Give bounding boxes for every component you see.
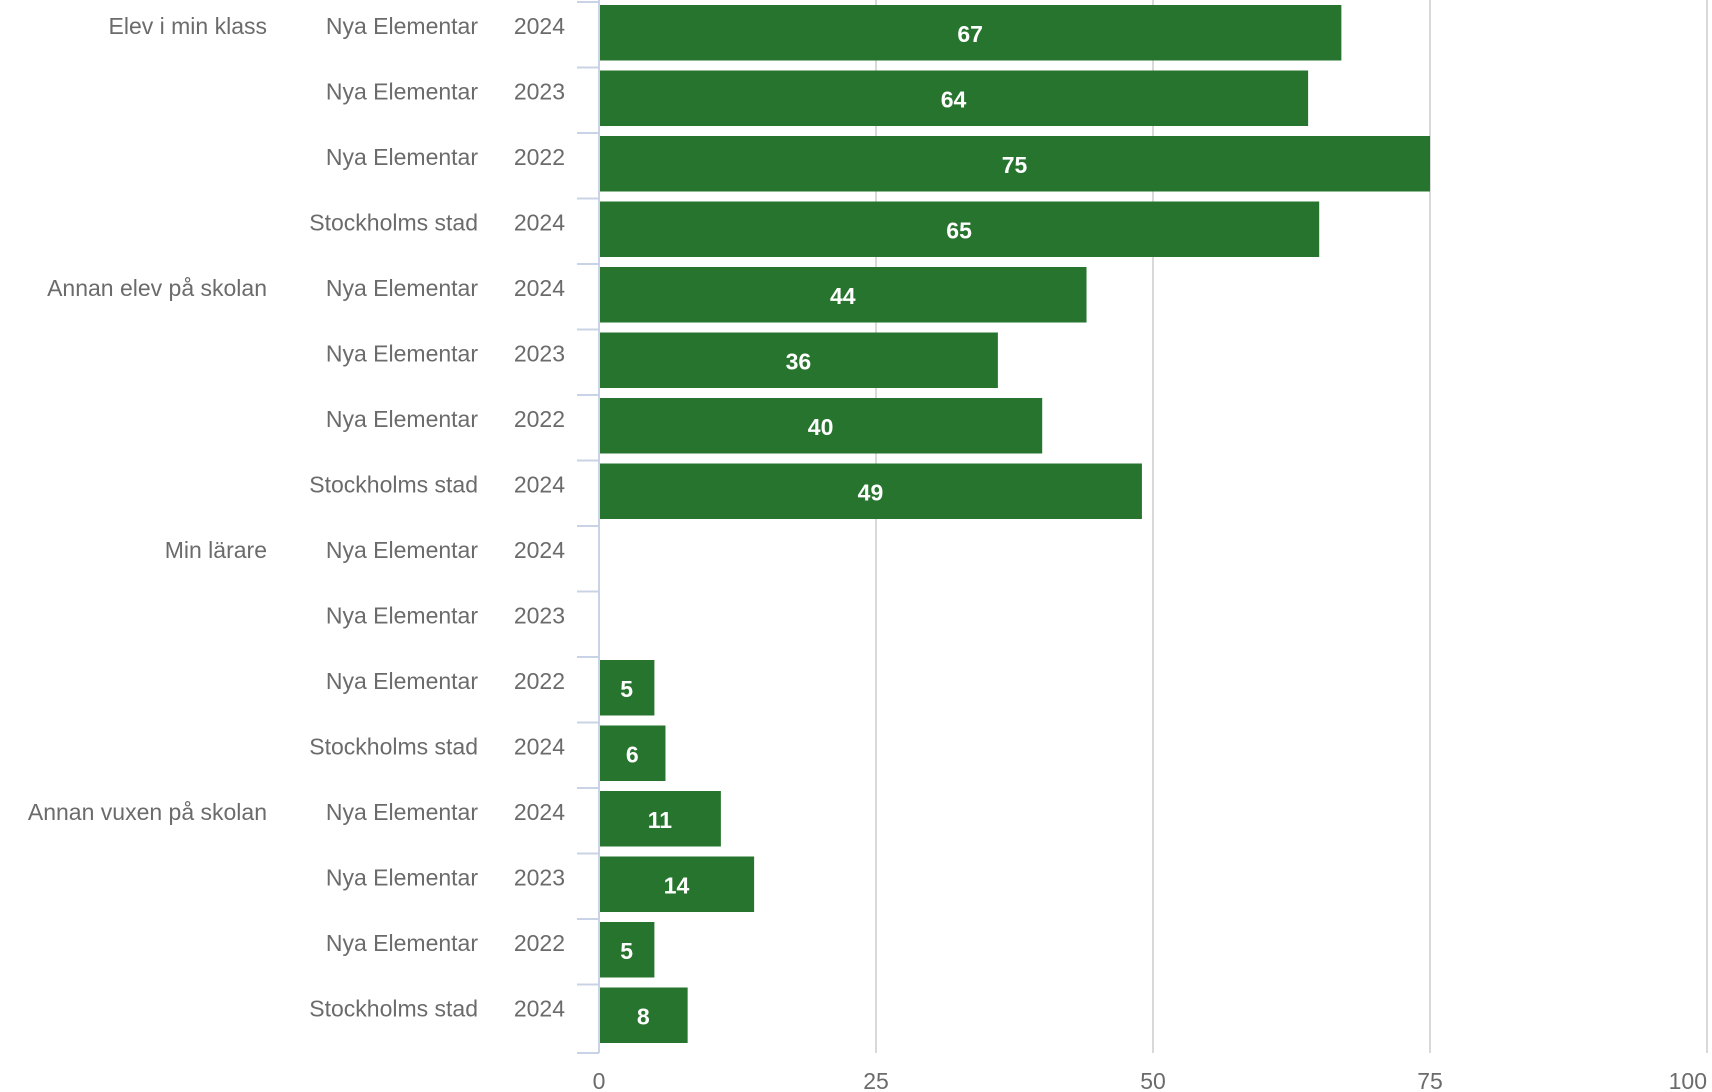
source-label: Nya Elementar [326,602,478,628]
bar [600,201,1320,257]
year-label: 2024 [514,537,565,563]
bar-value-label: 49 [858,479,884,505]
year-label: 2024 [514,209,565,235]
x-tick-label: 50 [1140,1068,1166,1092]
bar [600,5,1342,61]
source-label: Nya Elementar [326,78,478,104]
source-label: Nya Elementar [326,13,478,39]
x-tick-label: 0 [593,1068,606,1092]
label-layer: 0 25 50 75 100 67 Elev i min klass Nya Elementa… [28,13,1707,1092]
source-label: Nya Elementar [326,406,478,432]
bar [600,332,998,388]
year-label: 2024 [514,733,565,759]
year-label: 2024 [514,471,565,497]
year-label: 2024 [514,995,565,1021]
bar-value-label: 6 [626,741,639,767]
bar [600,398,1043,454]
x-tick-label: 100 [1669,1068,1707,1092]
x-tick-label: 75 [1417,1068,1443,1092]
source-label: Nya Elementar [326,537,478,563]
group-label: Elev i min klass [109,13,267,39]
year-label: 2023 [514,78,565,104]
bar-value-label: 11 [648,807,673,833]
bar-value-label: 8 [637,1003,650,1029]
bar-value-label: 5 [620,938,633,964]
year-label: 2023 [514,602,565,628]
bar-value-label: 40 [808,414,834,440]
source-label: Nya Elementar [326,340,478,366]
bar [600,791,721,847]
source-label: Stockholms stad [309,471,478,497]
bar [600,267,1087,323]
year-label: 2024 [514,799,565,825]
bar-value-label: 67 [957,21,983,47]
bar-value-label: 65 [946,217,972,243]
bar [600,70,1309,126]
group-label: Annan vuxen på skolan [28,799,267,825]
year-label: 2023 [514,864,565,890]
bar [600,725,666,781]
bar [600,463,1142,519]
bar-value-label: 5 [620,676,633,702]
axis-layer [577,0,600,1054]
x-tick-label: 25 [863,1068,889,1092]
bar [600,987,688,1043]
bar-value-label: 36 [786,348,812,374]
year-label: 2022 [514,930,565,956]
source-label: Nya Elementar [326,799,478,825]
bar [600,856,755,912]
bar-value-label: 75 [1002,152,1028,178]
bar [600,922,655,978]
group-label: Annan elev på skolan [47,275,267,301]
source-label: Stockholms stad [309,733,478,759]
bar-value-label: 44 [830,283,856,309]
bar-value-label: 14 [664,872,690,898]
source-label: Stockholms stad [309,995,478,1021]
bar [600,136,1430,192]
bar [600,660,655,716]
source-label: Nya Elementar [326,144,478,170]
source-label: Nya Elementar [326,930,478,956]
source-label: Nya Elementar [326,668,478,694]
year-label: 2022 [514,144,565,170]
year-label: 2024 [514,275,565,301]
source-label: Nya Elementar [326,275,478,301]
source-label: Stockholms stad [309,209,478,235]
bar-layer [600,5,1430,1043]
group-label: Min lärare [165,537,267,563]
year-label: 2022 [514,406,565,432]
source-label: Nya Elementar [326,864,478,890]
year-label: 2023 [514,340,565,366]
year-label: 2024 [514,13,565,39]
year-label: 2022 [514,668,565,694]
bar-value-label: 64 [941,86,967,112]
